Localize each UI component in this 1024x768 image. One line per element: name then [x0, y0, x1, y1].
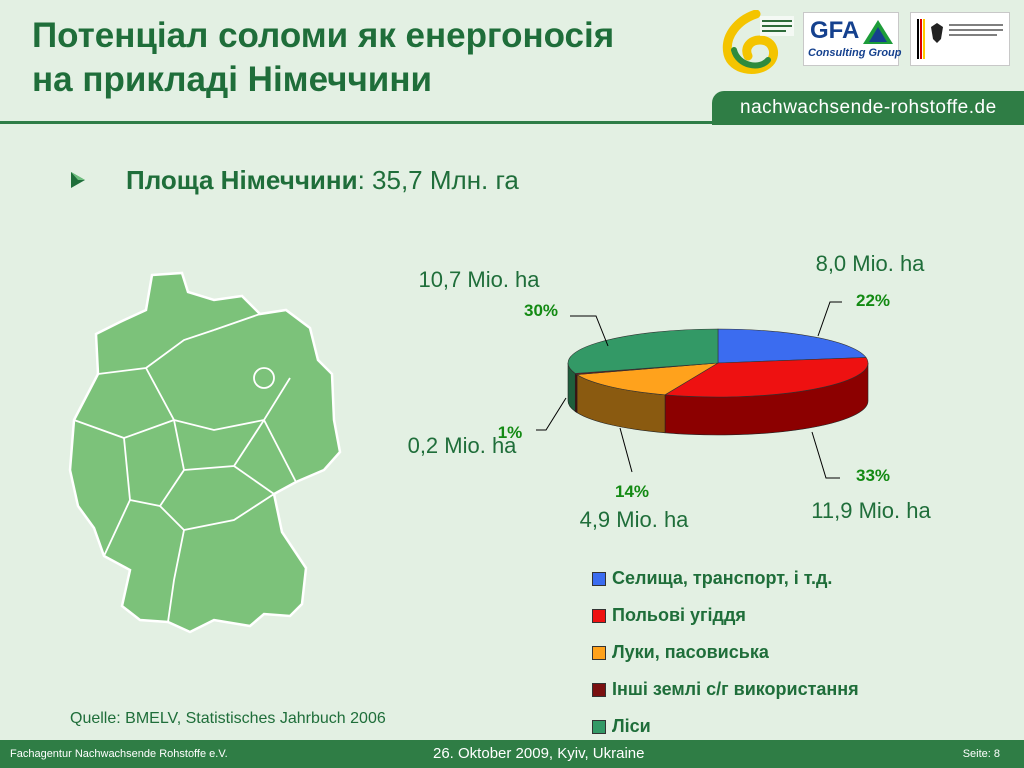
federal-eagle-icon: [917, 19, 1003, 59]
leader-line-forest: [570, 315, 609, 347]
pie-leader-lines: [536, 301, 842, 479]
header-rule: [0, 121, 712, 124]
legend-swatch-forest: [592, 720, 606, 734]
title-line-1: Потенціал соломи як енергоносія: [32, 16, 615, 55]
legend-swatch-other-agri: [592, 683, 606, 697]
leader-line-other-agri: [536, 397, 567, 431]
bullet-label: Площа Німеччини: [126, 165, 358, 195]
bullet-value: : 35,7 Млн. га: [357, 165, 519, 195]
germany-map: [68, 271, 342, 634]
title-line-2: на прикладі Німеччини: [32, 60, 432, 99]
gfa-logo-subtitle: Consulting Group: [808, 47, 902, 59]
amount-label-arable: 11,9 Mio. ha: [811, 498, 931, 523]
legend-swatch-grassland: [592, 646, 606, 660]
legend-swatch-arable: [592, 609, 606, 623]
legend-swatch-settlements: [592, 572, 606, 586]
leader-line-grassland: [619, 427, 633, 473]
legend-label-arable: Польові угіддя: [612, 605, 746, 625]
percent-label-other-agri: 1%: [498, 423, 523, 442]
gfa-logo: GFA Consulting Group: [803, 12, 902, 66]
fnr-logo-icon: [722, 10, 794, 74]
percent-label-grassland: 14%: [615, 482, 649, 501]
amount-label-forest: 10,7 Mio. ha: [418, 267, 540, 292]
footer-bar: Fachagentur Nachwachsende Rohstoffe e.V.…: [0, 740, 1024, 768]
bmelv-logo: [910, 12, 1010, 66]
leader-line-settlements: [817, 301, 842, 337]
pie-slice-forest: [567, 328, 719, 374]
legend-label-grassland: Луки, пасовиська: [612, 642, 769, 662]
footer-date-location: 26. Oktober 2009, Kyiv, Ukraine: [433, 745, 645, 762]
leader-line-arable: [811, 431, 840, 479]
gfa-triangle-icon: [863, 20, 893, 44]
percent-label-forest: 30%: [524, 301, 558, 320]
pie-slice-grassland: [576, 362, 719, 396]
amount-label-grassland: 4,9 Mio. ha: [580, 507, 690, 532]
percent-label-arable: 33%: [856, 466, 890, 485]
footer-organization: Fachagentur Nachwachsende Rohstoffe e.V.: [10, 748, 228, 760]
pie-3d-sides: [567, 362, 869, 436]
amount-label-settlements: 8,0 Mio. ha: [816, 251, 926, 276]
bullet-arrow-icon: [71, 172, 85, 188]
pie-slices: [567, 328, 869, 398]
footer-page-number: Seite: 8: [962, 748, 1000, 760]
pie-slice-settlements: [717, 328, 867, 364]
legend-label-settlements: Селища, транспорт, і т.д.: [612, 568, 833, 588]
percent-label-settlements: 22%: [856, 291, 890, 310]
website-banner: nachwachsende-rohstoffe.de: [712, 91, 1024, 125]
pie-slice-arable: [664, 357, 869, 398]
gfa-logo-text: GFA: [810, 17, 860, 44]
legend-label-forest: Ліси: [612, 716, 651, 736]
slide-title: Потенціал соломи як енергоносія на прикл…: [32, 14, 614, 102]
source-note: Quelle: BMELV, Statistisches Jahrbuch 20…: [70, 710, 386, 727]
legend-label-other-agri: Інші землі с/г використання: [612, 679, 859, 699]
amount-label-other-agri: 0,2 Mio. ha: [408, 433, 518, 458]
